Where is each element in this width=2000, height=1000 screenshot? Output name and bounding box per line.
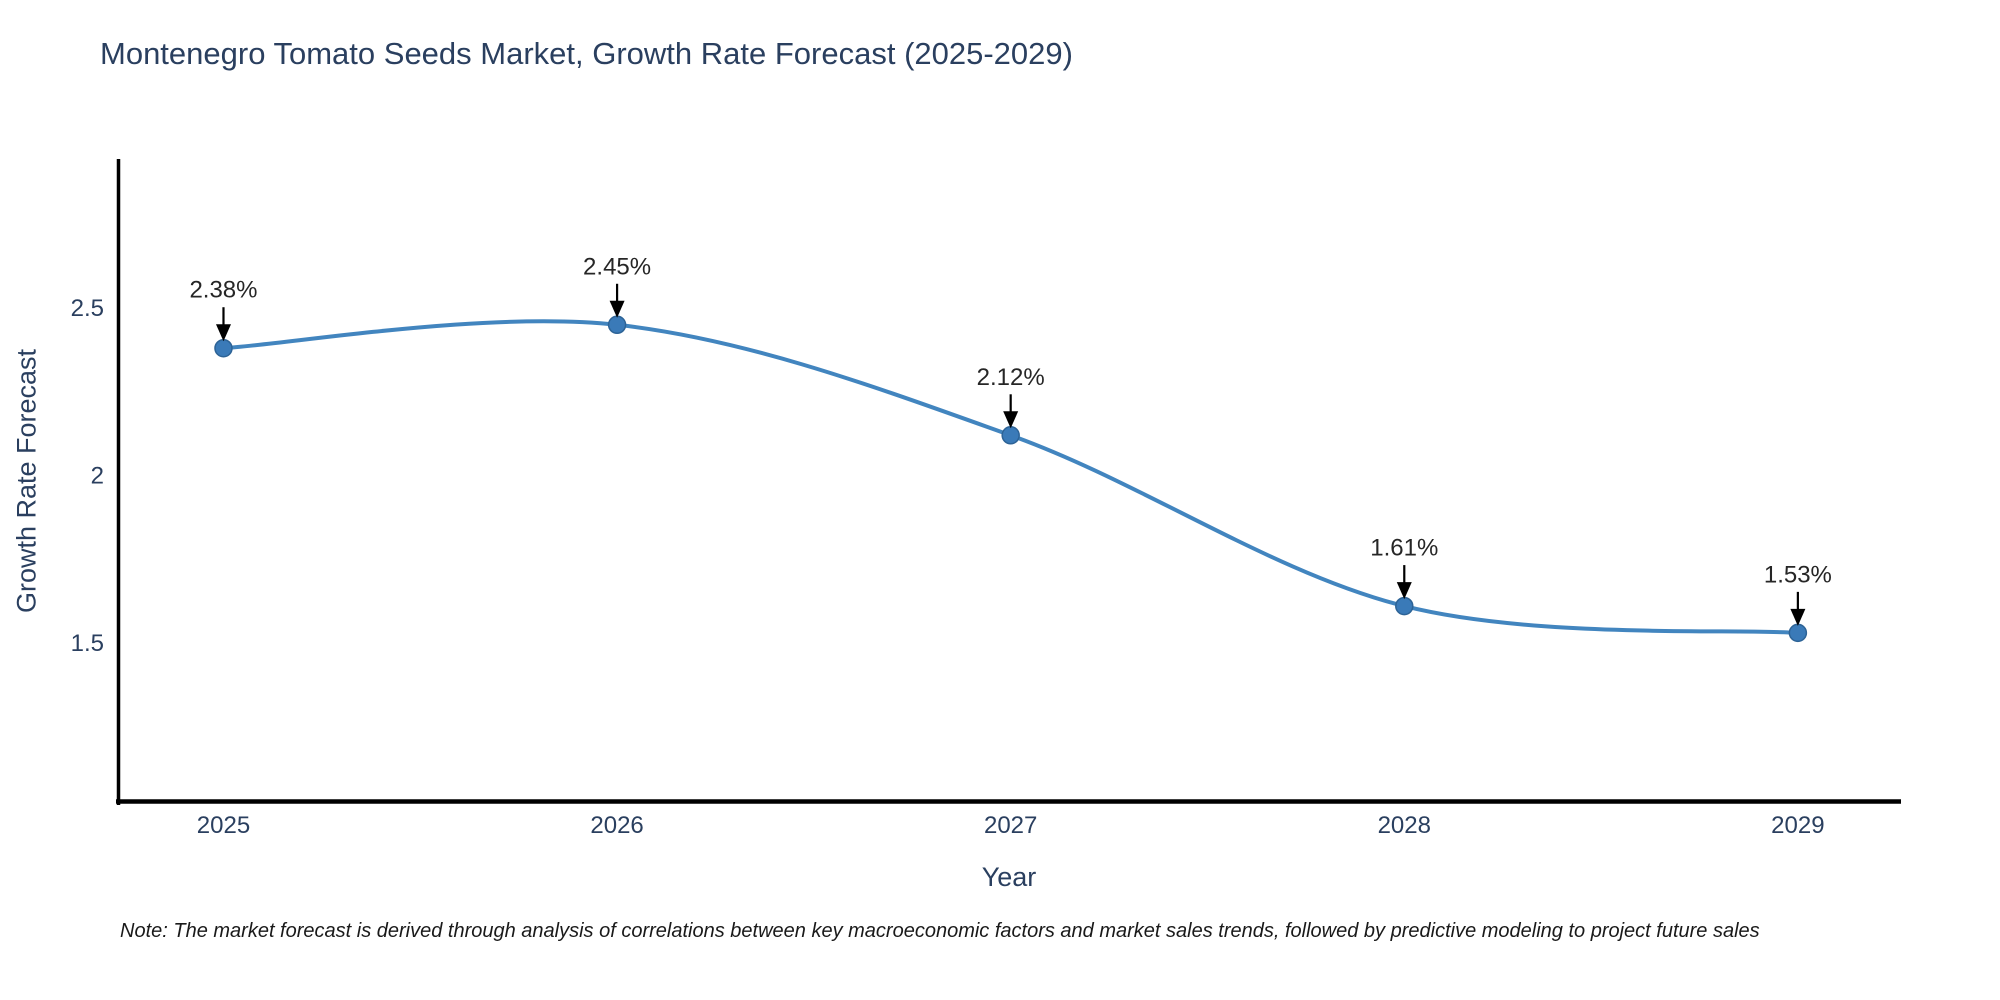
y-tick-label: 2 xyxy=(91,462,104,489)
x-tick-label: 2026 xyxy=(590,812,643,839)
data-point-label: 2.12% xyxy=(977,364,1045,391)
data-point-marker xyxy=(1788,623,1808,643)
annotation-arrowhead-icon xyxy=(1003,411,1019,429)
x-axis-title: Year xyxy=(981,862,1037,892)
chart-title: Montenegro Tomato Seeds Market, Growth R… xyxy=(100,36,1073,71)
y-tick-label: 2.5 xyxy=(71,295,104,322)
annotation-arrowhead-icon xyxy=(1396,582,1412,600)
data-point-label: 2.38% xyxy=(189,277,257,304)
data-point-label: 1.53% xyxy=(1764,561,1832,588)
x-tick-label: 2028 xyxy=(1378,812,1431,839)
data-point-label: 1.61% xyxy=(1370,535,1438,562)
data-point-marker xyxy=(214,338,233,358)
data-point-marker xyxy=(1001,426,1020,445)
data-point-marker xyxy=(1395,596,1414,616)
x-tick-label: 2025 xyxy=(197,812,250,839)
data-point-marker xyxy=(607,315,627,335)
y-tick-label: 1.5 xyxy=(71,630,104,657)
annotation-arrowhead-icon xyxy=(1790,608,1806,626)
footnote: Note: The market forecast is derived thr… xyxy=(120,920,1760,942)
x-tick-label: 2027 xyxy=(984,812,1037,839)
y-axis-title: Growth Rate Forecast xyxy=(11,348,42,614)
annotation-arrowhead-icon xyxy=(215,324,231,342)
annotation-arrowhead-icon xyxy=(609,300,625,318)
x-tick-label: 2029 xyxy=(1771,812,1824,839)
data-point-label: 2.45% xyxy=(583,253,651,280)
